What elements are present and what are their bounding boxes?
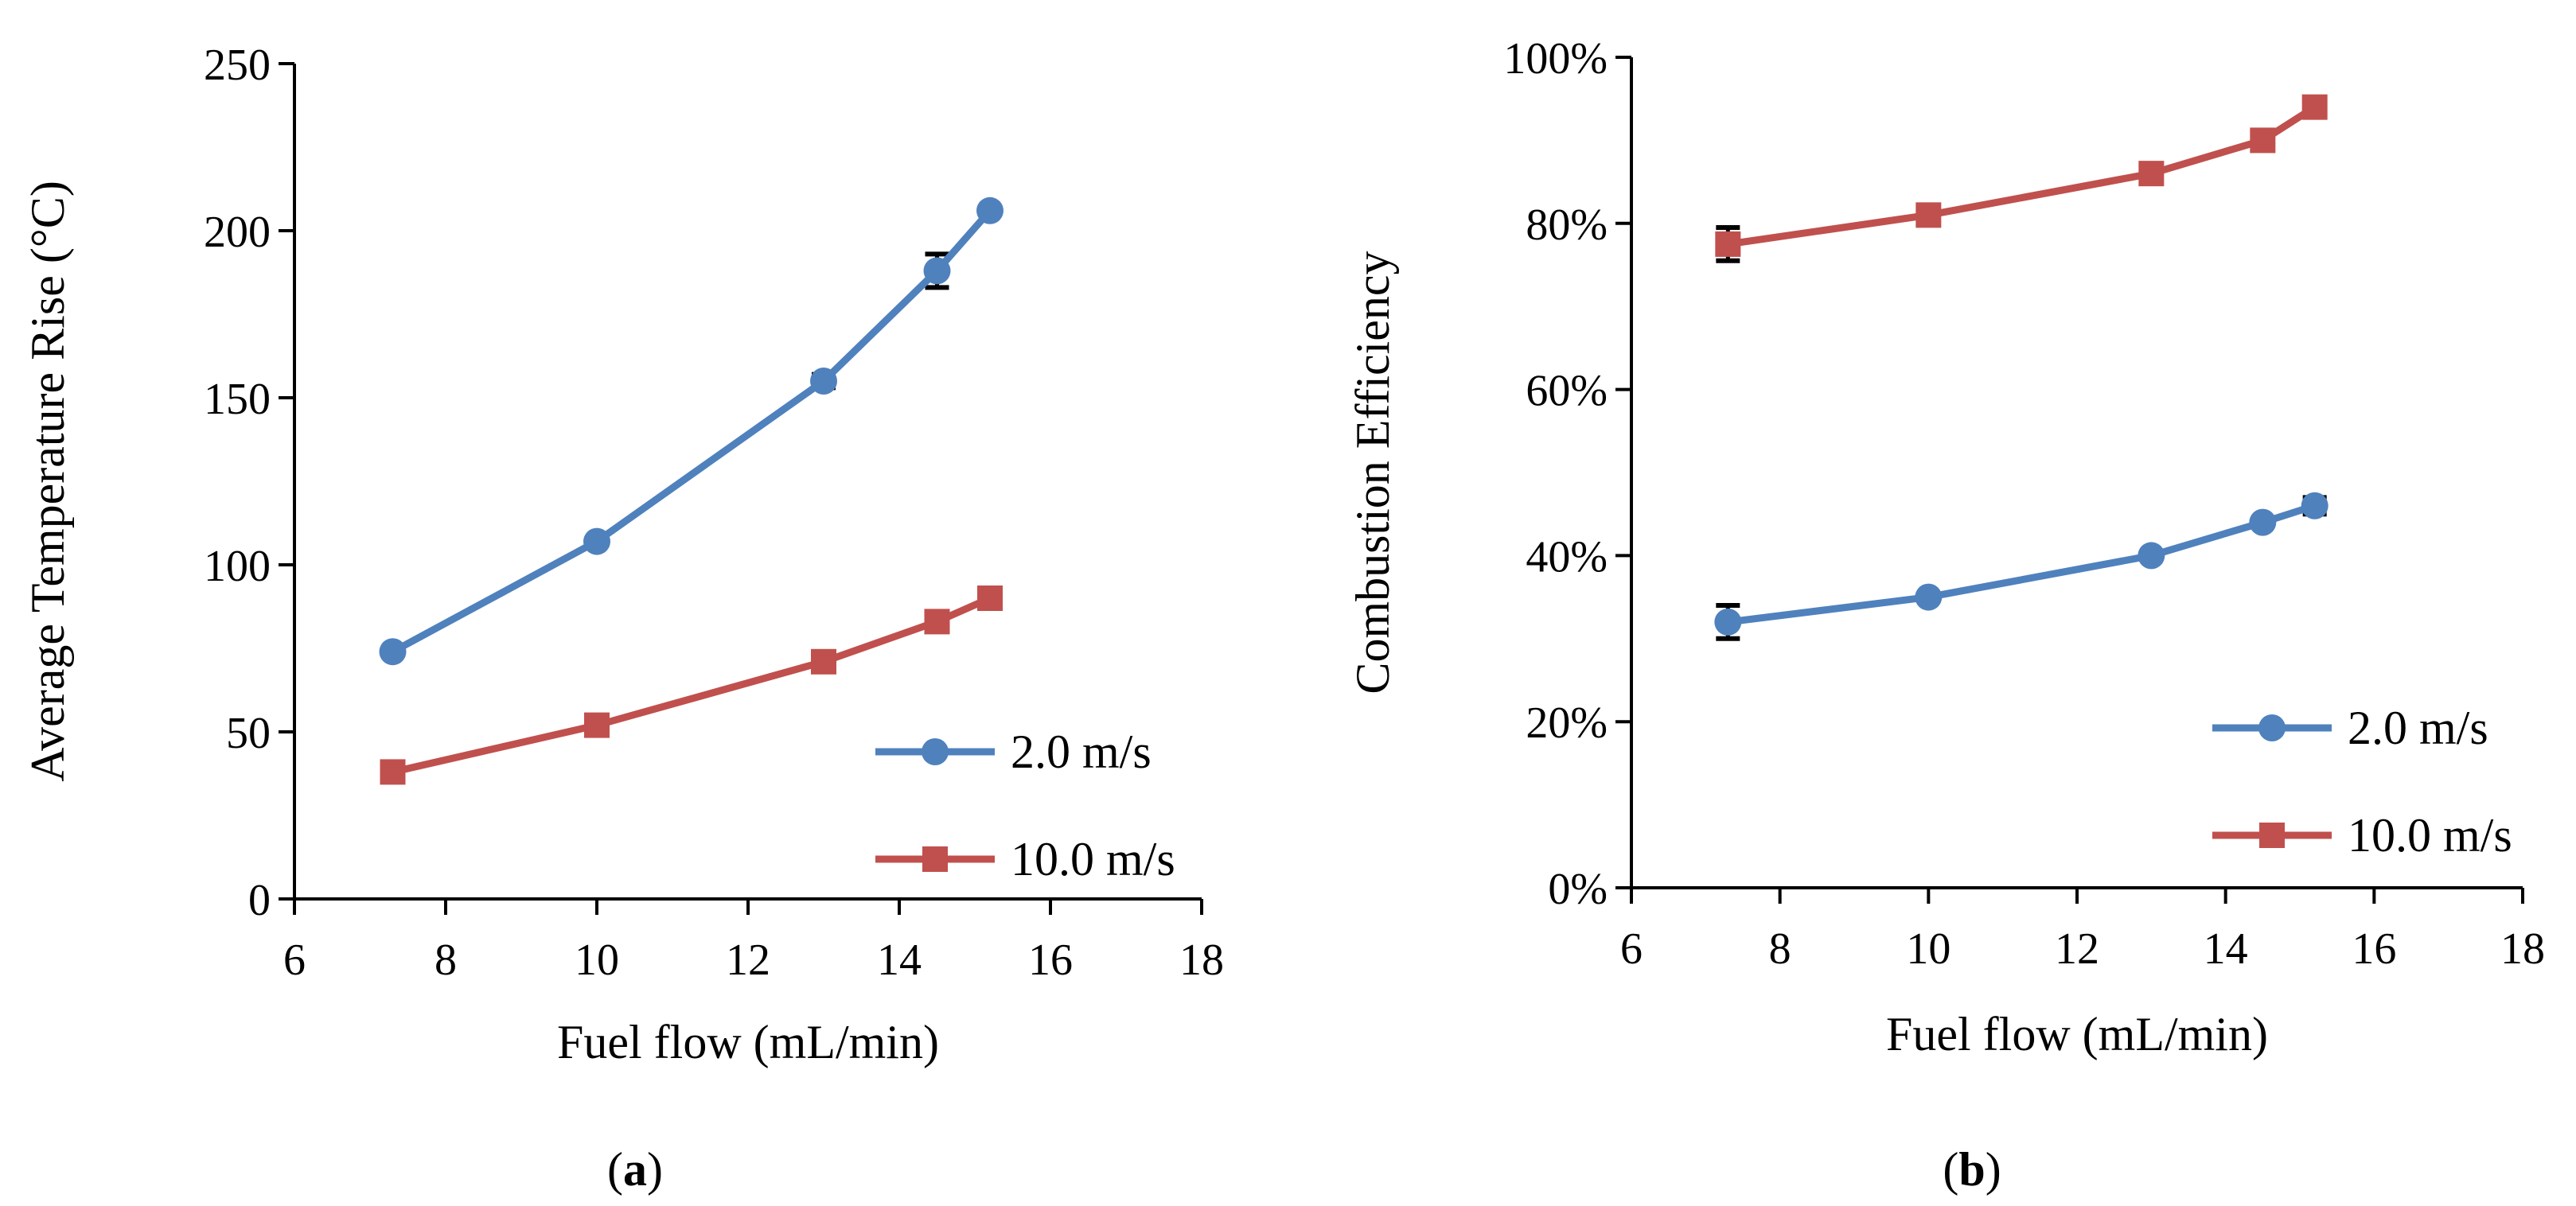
data-point (1714, 608, 1742, 636)
x-axis-title: Fuel flow (mL/min) (557, 1016, 939, 1068)
data-point (1715, 231, 1741, 257)
legend-entry: 10.0 m/s (875, 833, 1175, 885)
y-tick-label: 100 (204, 542, 271, 591)
y-tick-label: 50 (226, 709, 271, 758)
data-point (924, 609, 950, 635)
series-2-0-m-s (379, 196, 1004, 666)
x-tick-label: 8 (435, 936, 457, 985)
series-10-0-m-s (380, 585, 1003, 785)
caption-a: (a) (607, 1143, 663, 1196)
series-line (392, 594, 992, 776)
data-point (977, 585, 1003, 611)
series-10-0-m-s (1715, 94, 2328, 263)
data-point (583, 527, 610, 555)
data-point (379, 638, 407, 666)
legend-marker (922, 738, 949, 765)
data-point (976, 196, 1004, 224)
data-point (1915, 202, 1942, 228)
data-point (810, 368, 837, 395)
y-tick-label: 0 (248, 876, 271, 925)
data-point (584, 712, 610, 738)
data-point (811, 648, 836, 675)
data-point (923, 257, 951, 285)
series-line (1727, 502, 2317, 626)
y-axis-title: Combustion Efficiency (1346, 251, 1399, 694)
x-tick-label: 12 (726, 936, 770, 985)
data-point (2250, 127, 2276, 154)
x-tick-label: 16 (1028, 936, 1073, 985)
x-tick-label: 6 (1620, 924, 1643, 974)
x-tick-label: 18 (1179, 936, 1224, 985)
y-tick-label: 60% (1526, 367, 1608, 416)
legend-label: 10.0 m/s (2348, 809, 2512, 862)
data-point (2138, 161, 2165, 187)
legend-label: 2.0 m/s (1011, 726, 1152, 778)
x-tick-label: 8 (1769, 924, 1791, 974)
legend-entry: 2.0 m/s (2212, 702, 2488, 754)
x-tick-label: 16 (2352, 924, 2396, 974)
y-tick-label: 250 (204, 41, 271, 90)
data-point (2301, 94, 2328, 120)
data-point (2301, 492, 2329, 519)
legend-entry: 2.0 m/s (875, 726, 1152, 778)
legend-marker (2258, 714, 2286, 741)
x-tick-label: 14 (2204, 924, 2248, 974)
y-tick-label: 100% (1503, 34, 1608, 84)
legend-entry: 10.0 m/s (2212, 809, 2512, 862)
y-tick-label: 200 (204, 208, 271, 257)
chart-panel-b: 6 8 10 12 14 16 18 0% 20% 40% 60% 80% 100% Fuel flow … (1346, 34, 2545, 1060)
legend-marker (922, 846, 948, 872)
x-tick-label: 14 (877, 936, 922, 985)
x-tick-label: 10 (575, 936, 619, 985)
data-point (380, 759, 406, 785)
legend-label: 10.0 m/s (1011, 833, 1175, 885)
data-point (1915, 583, 1943, 611)
series-2-0-m-s (1714, 492, 2329, 641)
x-tick-label: 10 (1906, 924, 1951, 974)
y-tick-label: 20% (1526, 698, 1608, 748)
y-axis-title: Average Temperature Rise (°C) (21, 181, 74, 782)
legend-label: 2.0 m/s (2348, 702, 2488, 754)
caption-b: (b) (1943, 1143, 2001, 1196)
data-point (2138, 542, 2165, 570)
legend-marker (2259, 823, 2285, 848)
x-axis-title: Fuel flow (mL/min) (1886, 1008, 2268, 1060)
x-tick-label: 12 (2055, 924, 2099, 974)
x-tick-label: 6 (283, 936, 306, 985)
series-line (391, 208, 993, 656)
y-tick-label: 40% (1526, 532, 1608, 582)
y-tick-label: 150 (204, 375, 271, 424)
chart-panel-a: 6 8 10 12 14 16 18 0 50 100 150 200 250 Fuel flow (mL… (21, 41, 1224, 1068)
y-tick-label: 0% (1548, 865, 1608, 914)
y-tick-label: 80% (1526, 200, 1608, 250)
x-tick-label: 18 (2500, 924, 2545, 974)
data-point (2249, 508, 2277, 536)
series-line (1727, 103, 2317, 248)
